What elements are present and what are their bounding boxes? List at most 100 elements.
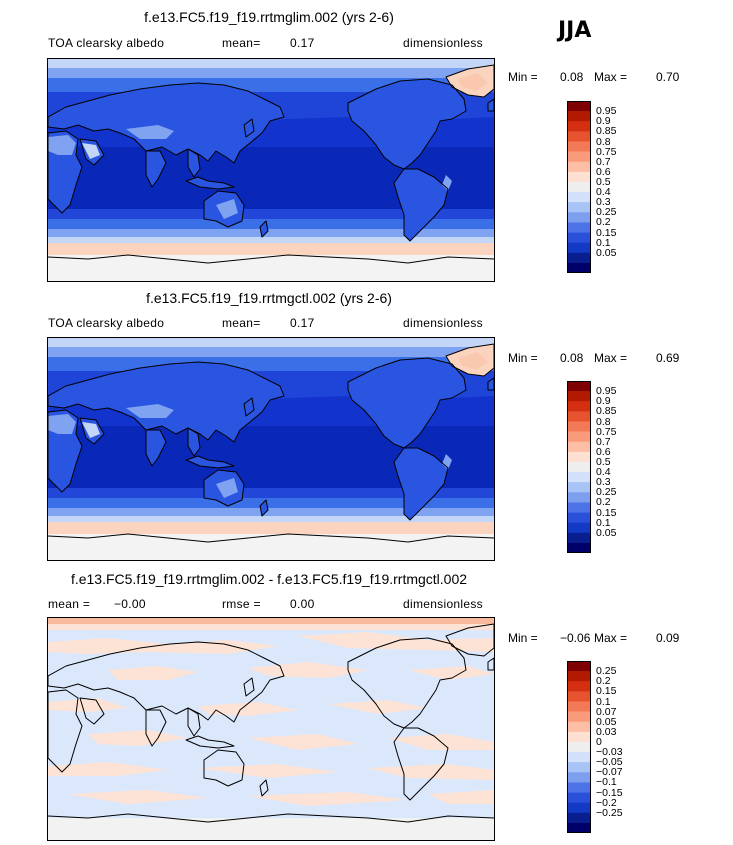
panel-1-min-label: Min =: [508, 70, 538, 84]
colorbar-swatch: [567, 181, 591, 193]
colorbar-swatch: [567, 752, 591, 763]
colorbar-tick-label: 0.85: [596, 405, 617, 418]
colorbar-tick-label: −0.25: [596, 806, 623, 819]
colorbar-tick-label: 0.7: [596, 155, 611, 168]
colorbar-swatch: [567, 242, 591, 254]
colorbar-swatch: [567, 522, 591, 534]
panel-3-map: [47, 617, 495, 841]
colorbar-swatch: [567, 161, 591, 173]
colorbar-swatch: [567, 101, 591, 112]
colorbar-tick-label: 0.05: [596, 715, 617, 728]
colorbar-tick-label: 0.4: [596, 466, 611, 479]
panel-1-max-value: 0.70: [656, 70, 680, 84]
colorbar-swatch: [567, 121, 591, 132]
colorbar-swatch: [567, 252, 591, 264]
panel-3-rmse-label: rmse =: [222, 597, 261, 611]
colorbar-swatch: [567, 151, 591, 163]
panel-1-variable-label: TOA clearsky albedo: [48, 36, 165, 50]
panel-1-mean-value: 0.17: [290, 36, 315, 50]
colorbar-tick-label: 0.1: [596, 695, 611, 708]
colorbar-swatch: [567, 671, 591, 682]
colorbar-swatch: [567, 482, 591, 493]
colorbar-tick-label: −0.15: [596, 786, 623, 799]
panel-2-max-value: 0.69: [656, 351, 680, 365]
colorbar-tick-label: 0.25: [596, 665, 617, 678]
colorbar-tick-label: 0.4: [596, 186, 611, 199]
panel-2-mean-label: mean=: [222, 316, 261, 330]
colorbar-swatch: [567, 202, 591, 213]
colorbar-tick-label: 0.9: [596, 395, 611, 408]
colorbar-tick-label: 0.07: [596, 705, 617, 718]
colorbar-swatch: [567, 731, 591, 743]
colorbar-tick-label: 0.7: [596, 435, 611, 448]
colorbar-swatch: [567, 741, 591, 753]
colorbar-tick-label: −0.07: [596, 766, 623, 779]
colorbar-tick-label: 0.25: [596, 486, 617, 499]
panel-1-map: [47, 58, 495, 282]
colorbar-swatch: [567, 792, 591, 803]
panel-2-title: f.e13.FC5.f19_f19.rrtmgctl.002 (yrs 2-6): [146, 290, 392, 306]
panel-2-map: [47, 337, 495, 561]
colorbar-swatch: [567, 421, 591, 432]
panel-3-mean-value: −0.00: [114, 597, 146, 611]
colorbar-swatch: [567, 141, 591, 152]
colorbar-swatch: [567, 691, 591, 702]
colorbar-tick-label: 0.15: [596, 226, 617, 239]
colorbar-swatch: [567, 762, 591, 773]
colorbar-swatch: [567, 721, 591, 733]
colorbar-swatch: [567, 701, 591, 712]
colorbar-tick-label: −0.2: [596, 796, 617, 809]
panel-2-min-value: 0.08: [560, 351, 584, 365]
colorbar-tick-label: −0.05: [596, 756, 623, 769]
colorbar-swatch: [567, 532, 591, 544]
colorbar-swatch: [567, 111, 591, 122]
colorbar-tick-label: −0.1: [596, 776, 617, 789]
colorbar-tick-label: 0.15: [596, 685, 617, 698]
colorbar-tick-label: 0.2: [596, 216, 611, 229]
colorbar-swatch: [567, 812, 591, 824]
colorbar-tick-label: 0.1: [596, 236, 611, 249]
colorbar-tick-label: 0.75: [596, 425, 617, 438]
colorbar-swatch: [567, 401, 591, 412]
panel-2-variable-label: TOA clearsky albedo: [48, 316, 165, 330]
panel-2-max-label: Max =: [594, 351, 628, 365]
colorbar-swatch: [567, 472, 591, 483]
colorbar-swatch: [567, 542, 591, 553]
colorbar-tick-label: 0.1: [596, 516, 611, 529]
panel-3-min-label: Min =: [508, 631, 538, 645]
colorbar-tick-label: 0.2: [596, 496, 611, 509]
colorbar-tick-label: 0.25: [596, 206, 617, 219]
colorbar-swatch: [567, 232, 591, 243]
colorbar-tick-label: 0.05: [596, 246, 617, 259]
colorbar-swatch: [567, 772, 591, 783]
colorbar-swatch: [567, 171, 591, 183]
panel-1-min-value: 0.08: [560, 70, 584, 84]
panel-3-rmse-value: 0.00: [290, 597, 315, 611]
colorbar-swatch: [567, 411, 591, 422]
panel-3-max-label: Max =: [594, 631, 628, 645]
colorbar-swatch: [567, 131, 591, 142]
colorbar-tick-label: 0.6: [596, 165, 611, 178]
colorbar-swatch: [567, 512, 591, 523]
colorbar-tick-label: 0.05: [596, 526, 617, 539]
colorbar-tick-label: 0: [596, 735, 602, 748]
season-label: JJA: [558, 18, 592, 43]
colorbar-swatch: [567, 461, 591, 473]
panel-2-min-label: Min =: [508, 351, 538, 365]
panel-1-max-label: Max =: [594, 70, 628, 84]
colorbar-tick-label: 0.2: [596, 675, 611, 688]
colorbar-tick-label: 0.5: [596, 455, 611, 468]
colorbar-swatch: [567, 431, 591, 443]
colorbar-tick-label: 0.8: [596, 135, 611, 148]
colorbar-swatch: [567, 192, 591, 203]
colorbar-tick-label: 0.3: [596, 196, 611, 209]
colorbar-swatch: [567, 782, 591, 793]
colorbar-swatch: [567, 212, 591, 223]
colorbar-tick-label: 0.95: [596, 105, 617, 118]
colorbar-swatch: [567, 661, 591, 672]
colorbar-tick-label: 0.9: [596, 115, 611, 128]
colorbar-swatch: [567, 802, 591, 814]
colorbar-swatch: [567, 492, 591, 503]
colorbar-tick-label: 0.75: [596, 145, 617, 158]
colorbar-tick-label: 0.3: [596, 476, 611, 489]
